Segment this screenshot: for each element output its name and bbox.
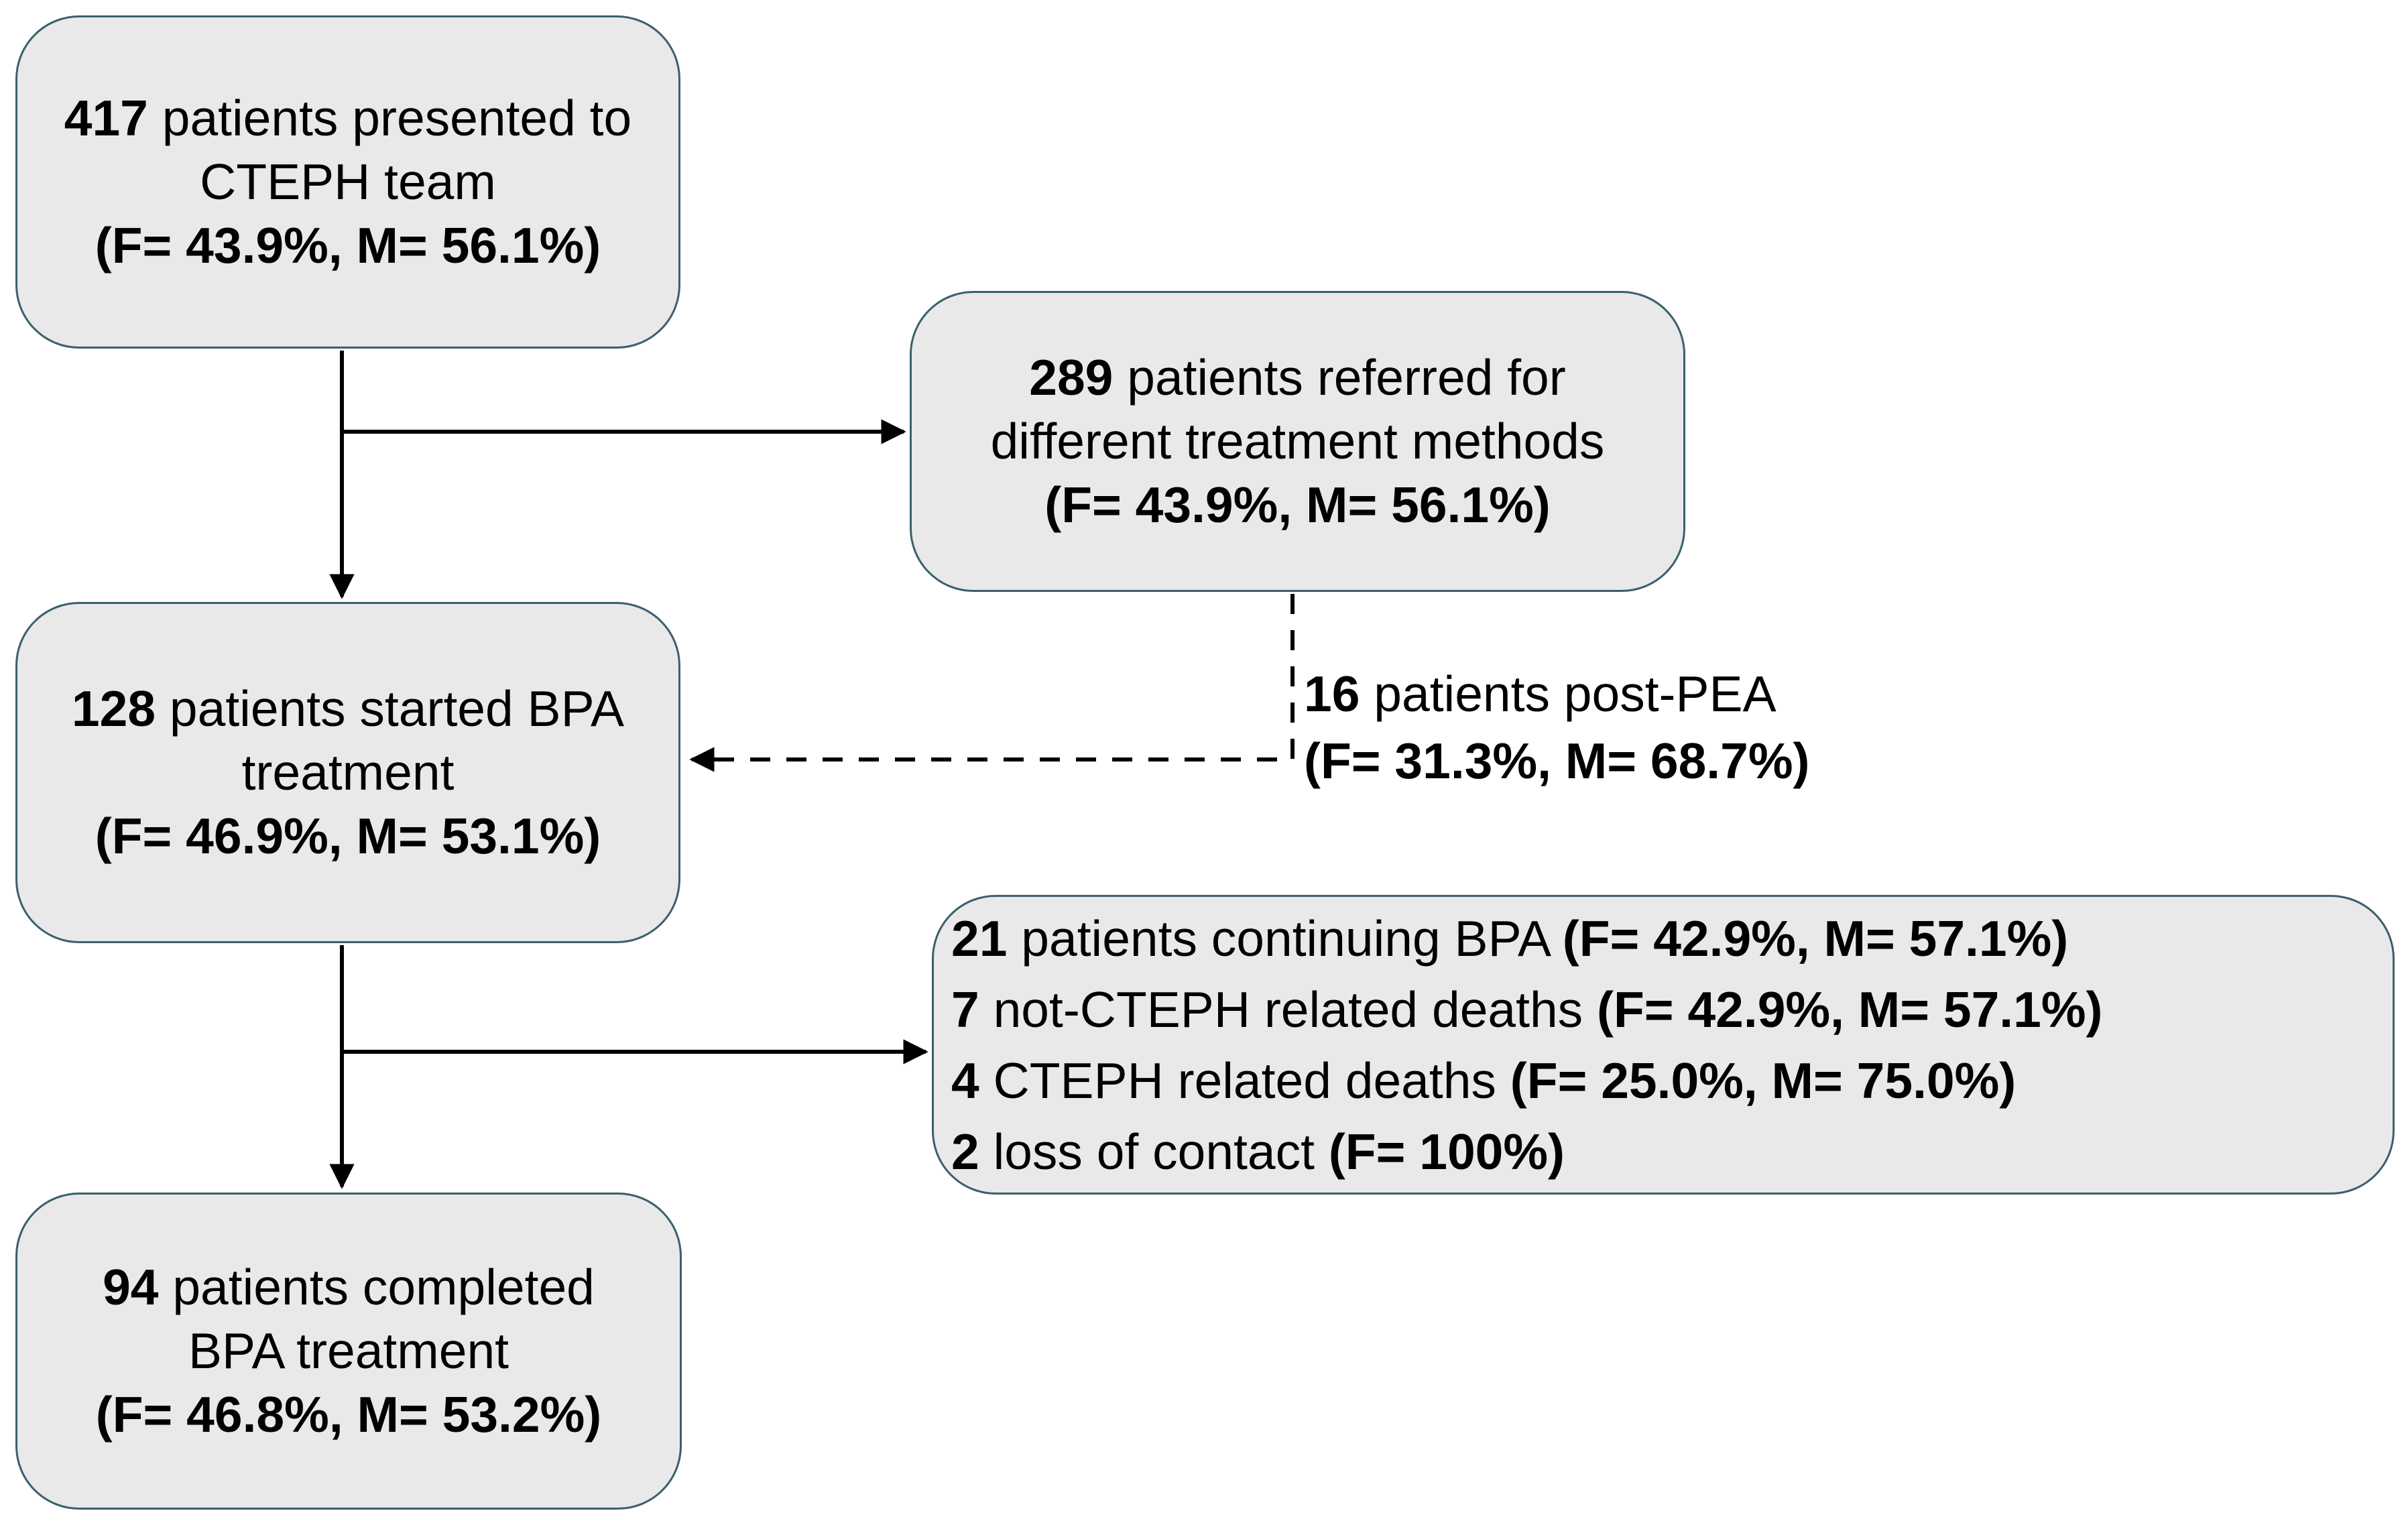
- text-segment: 94: [103, 1259, 173, 1315]
- text-segment: loss of contact: [993, 1123, 1329, 1180]
- node-bpa-outcomes: 21 patients continuing BPA (F= 42.9%, M=…: [932, 895, 2395, 1195]
- text-line: CTEPH team: [200, 150, 496, 214]
- text-segment: patients post-PEA: [1374, 666, 1777, 722]
- text-line: (F= 46.8%, M= 53.2%): [96, 1383, 602, 1447]
- text-line: different treatment methods: [991, 410, 1605, 473]
- text-segment: 128: [71, 680, 170, 737]
- text-line: 7 not-CTEPH related deaths (F= 42.9%, M=…: [951, 974, 2103, 1045]
- text-line: 289 patients referred for: [1029, 346, 1565, 410]
- node-patients-referred: 289 patients referred for different treat…: [910, 291, 1685, 592]
- text-segment: patients continuing BPA: [1021, 910, 1563, 967]
- text-segment: CTEPH team: [200, 154, 496, 210]
- text-line: (F= 43.9%, M= 56.1%): [1044, 473, 1551, 537]
- text-segment: (F= 100%): [1328, 1123, 1565, 1180]
- text-line: (F= 46.9%, M= 53.1%): [95, 804, 601, 868]
- text-line: (F= 43.9%, M= 56.1%): [95, 214, 601, 278]
- text-line: BPA treatment: [188, 1319, 509, 1383]
- text-segment: patients started BPA: [169, 680, 625, 737]
- text-line: 4 CTEPH related deaths (F= 25.0%, M= 75.…: [951, 1045, 2016, 1116]
- node-patients-completed-bpa: 94 patients completed BPA treatment (F= 46…: [15, 1193, 682, 1510]
- text-segment: 2: [951, 1123, 994, 1180]
- text-line: 21 patients continuing BPA (F= 42.9%, M=…: [951, 903, 2068, 974]
- text-line: treatment: [242, 741, 455, 804]
- text-line: 128 patients started BPA: [72, 677, 624, 741]
- arrow-referred-to-started-dashed: [689, 594, 1295, 772]
- node-patients-presented: 417 patients presented to CTEPH team (F= 4…: [15, 15, 680, 349]
- text-segment: 289: [1029, 349, 1128, 406]
- text-segment: 16: [1304, 666, 1374, 722]
- text-segment: not-CTEPH related deaths: [993, 981, 1598, 1038]
- text-segment: (F= 31.3%, M= 68.7%): [1304, 733, 1810, 789]
- text-segment: patients presented to: [162, 90, 632, 146]
- text-segment: (F= 46.8%, M= 53.2%): [95, 1386, 602, 1443]
- text-segment: 4: [951, 1052, 994, 1109]
- text-segment: 417: [64, 90, 162, 146]
- text-line: (F= 31.3%, M= 68.7%): [1304, 727, 1810, 794]
- text-segment: CTEPH related deaths: [993, 1052, 1510, 1109]
- label-post-pea: 16 patients post-PEA (F= 31.3%, M= 68.7%): [1304, 660, 1810, 794]
- text-segment: (F= 42.9%, M= 57.1%): [1597, 981, 2103, 1038]
- text-line: 417 patients presented to: [64, 86, 631, 150]
- text-segment: patients referred for: [1127, 349, 1566, 406]
- text-segment: BPA treatment: [188, 1323, 509, 1379]
- text-segment: treatment: [241, 744, 455, 800]
- node-patients-started-bpa: 128 patients started BPA treatment (F= 46.…: [15, 602, 680, 943]
- text-segment: 7: [951, 981, 994, 1038]
- text-segment: (F= 25.0%, M= 75.0%): [1510, 1052, 2016, 1109]
- text-segment: patients completed: [172, 1259, 595, 1315]
- text-segment: different treatment methods: [990, 413, 1605, 469]
- text-segment: 21: [951, 910, 1022, 967]
- text-segment: (F= 43.9%, M= 56.1%): [95, 217, 601, 273]
- text-segment: (F= 46.9%, M= 53.1%): [95, 808, 601, 864]
- text-line: 94 patients completed: [103, 1256, 595, 1319]
- text-line: 2 loss of contact (F= 100%): [951, 1116, 1565, 1187]
- text-segment: (F= 42.9%, M= 57.1%): [1562, 910, 2069, 967]
- text-line: 16 patients post-PEA: [1304, 660, 1810, 727]
- text-segment: (F= 43.9%, M= 56.1%): [1044, 477, 1551, 533]
